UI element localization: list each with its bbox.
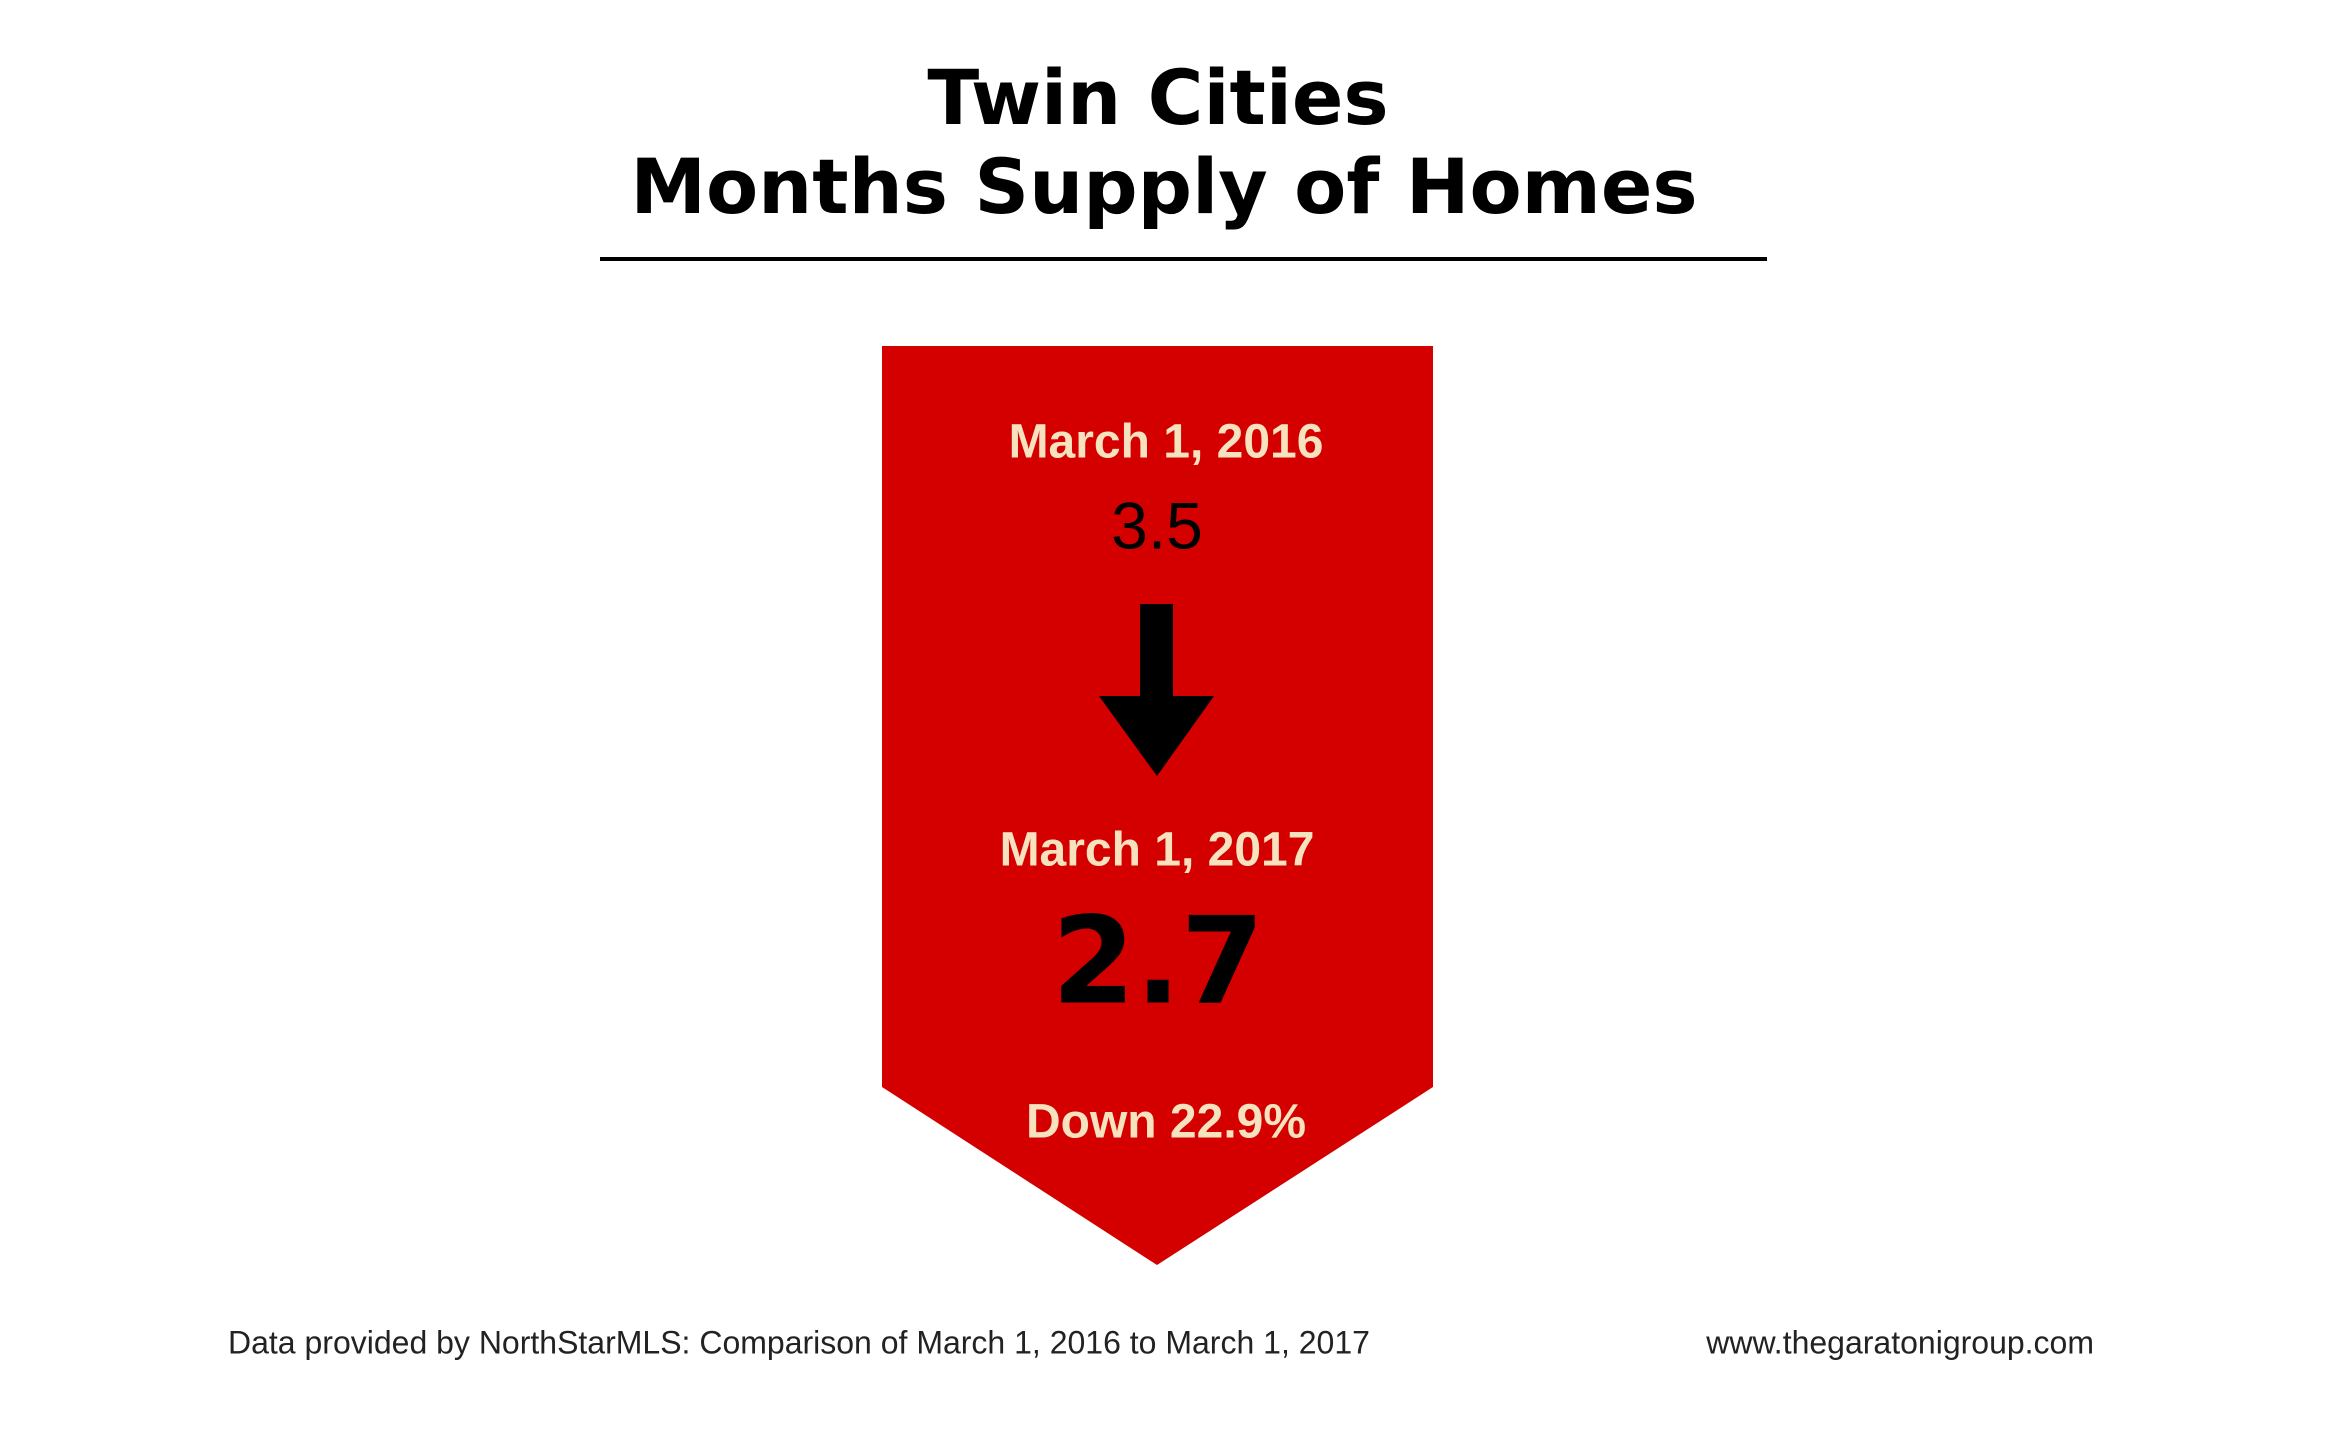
source-note: Data provided by NorthStarMLS: Compariso… [228,1324,1370,1360]
down-arrow [1099,604,1214,776]
after-date: March 1, 2017 [1000,824,1315,877]
arrow-banner [882,346,1433,1265]
website: www.thegaratonigroup.com [1705,1324,2094,1360]
before-value: 3.5 [1111,488,1203,562]
change-label: Down 22.9% [1026,1096,1306,1149]
before-date: March 1, 2016 [1009,416,1324,469]
title-line: Months Supply of Homes [630,142,1697,231]
after-value: 2.7 [1052,893,1265,1032]
title-line: Twin Cities [927,53,1388,142]
